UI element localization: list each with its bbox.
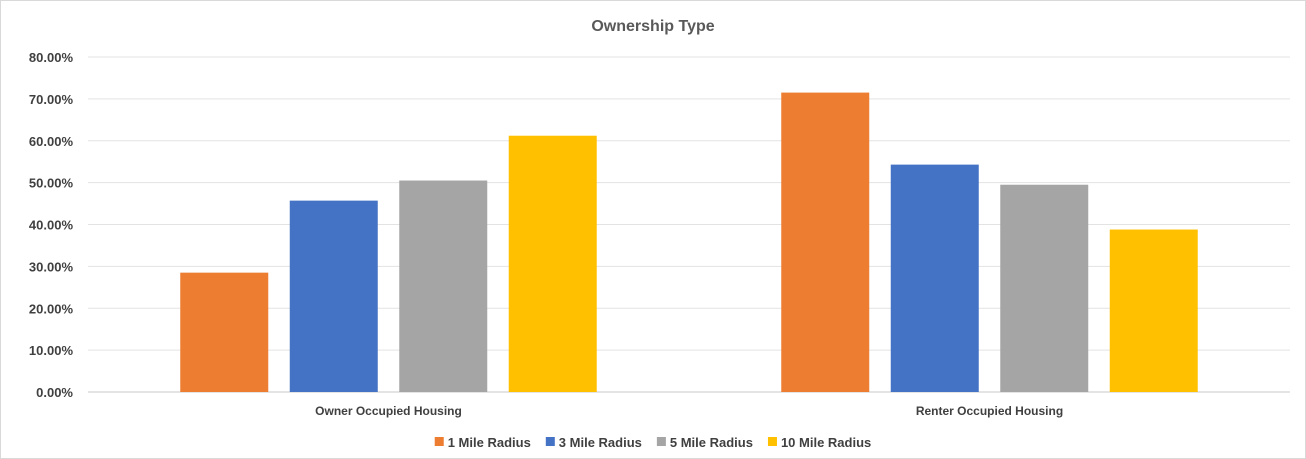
y-tick-label: 40.00% [29,218,74,233]
legend-swatch [545,437,555,446]
y-tick-label: 20.00% [29,301,74,316]
y-tick-label: 60.00% [29,134,74,149]
bar [1000,184,1089,392]
bar [508,135,597,392]
bar [180,272,269,392]
y-tick-label: 80.00% [29,50,74,65]
bars [180,92,1198,392]
chart-title: Ownership Type [591,18,714,35]
legend-swatch [767,437,777,446]
legend-label: 5 Mile Radius [670,435,753,450]
y-tick-label: 30.00% [29,259,74,274]
legend-label: 10 Mile Radius [781,435,871,450]
y-axis-ticks: 0.00% 10.00% 20.00% 30.00% 40.00% 50.00% 60.00… [29,50,74,400]
x-category-label: Renter Occupied Housing [916,404,1063,418]
legend: 1 Mile Radius 3 Mile Radius 5 Mile Radius 1… [434,435,871,450]
bar [289,200,378,392]
x-axis-categories: Owner Occupied Housing Renter Occupied Ho… [315,404,1063,418]
legend-swatch [656,437,666,446]
legend-swatch [434,437,444,446]
bar [890,164,979,392]
bar [781,92,870,392]
y-tick-label: 10.00% [29,343,74,358]
y-tick-label: 0.00% [36,385,73,400]
legend-label: 3 Mile Radius [559,435,642,450]
gridlines [88,56,1290,393]
y-tick-label: 50.00% [29,176,74,191]
x-category-label: Owner Occupied Housing [315,404,462,418]
bar [1109,229,1198,392]
y-tick-label: 70.00% [29,92,74,107]
bar [399,180,488,392]
legend-label: 1 Mile Radius [448,435,531,450]
